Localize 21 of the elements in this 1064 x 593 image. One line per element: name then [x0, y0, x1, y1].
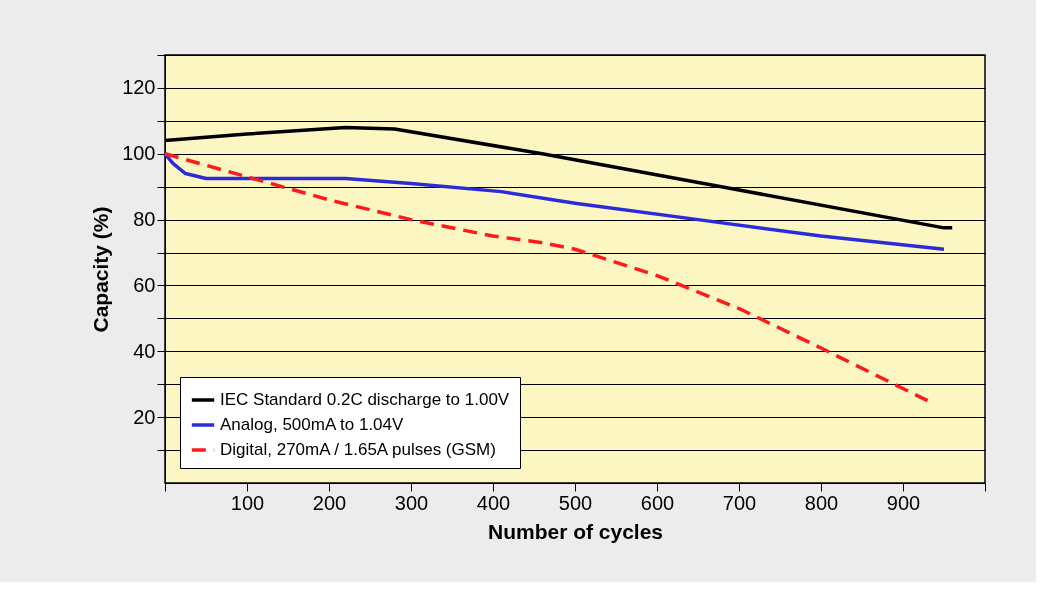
- x-tick-label: 800: [804, 491, 839, 514]
- y-tick-label: 120: [122, 76, 156, 99]
- x-tick-label: 700: [722, 491, 757, 514]
- legend-label: IEC Standard 0.2C discharge to 1.00V: [220, 390, 510, 409]
- y-tick-label: 100: [122, 142, 156, 165]
- line-series: [163, 152, 946, 251]
- x-tick-label: 600: [640, 491, 675, 514]
- x-tick-label: 100: [230, 491, 265, 514]
- x-axis-title: Number of cycles: [487, 519, 664, 543]
- legend-label: Digital, 270mA / 1.65A pulses (GSM): [220, 440, 496, 459]
- y-tick-label: 20: [133, 405, 156, 428]
- legend-label: Analog, 500mA to 1.04V: [220, 415, 405, 434]
- x-tick-label: 400: [476, 491, 511, 514]
- y-tick-label: 80: [133, 208, 156, 231]
- x-tick-label: 300: [394, 491, 429, 514]
- y-axis-title: Capacity (%): [89, 206, 113, 333]
- x-tick-label: 200: [312, 491, 347, 514]
- x-tick-label: 500: [558, 491, 593, 514]
- x-tick-label: 900: [886, 491, 921, 514]
- y-tick-label: 40: [133, 339, 156, 362]
- y-tick-label: 60: [133, 273, 156, 296]
